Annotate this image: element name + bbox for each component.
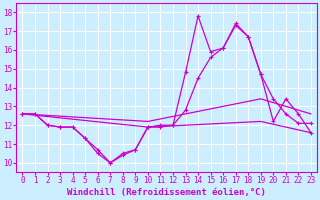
X-axis label: Windchill (Refroidissement éolien,°C): Windchill (Refroidissement éolien,°C): [67, 188, 266, 197]
